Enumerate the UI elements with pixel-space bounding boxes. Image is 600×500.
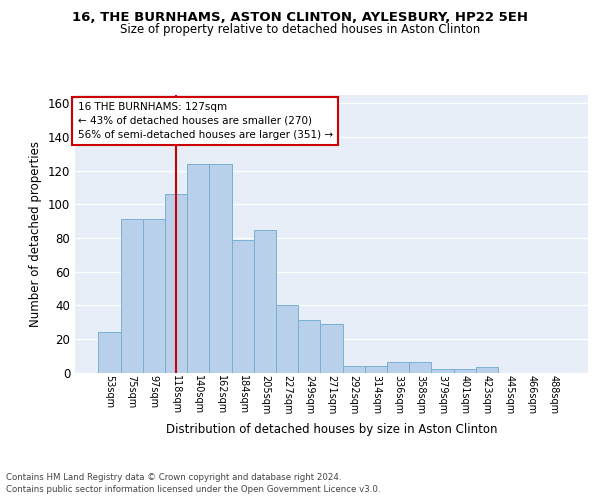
Bar (409, 362, 431, 372)
Text: Size of property relative to detached houses in Aston Clinton: Size of property relative to detached ho… (120, 24, 480, 36)
Bar (209, 164, 232, 372)
Text: 16 THE BURNHAMS: 127sqm
← 43% of detached houses are smaller (270)
56% of semi-d: 16 THE BURNHAMS: 127sqm ← 43% of detache… (77, 102, 332, 140)
Bar (431, 369, 454, 372)
Bar (387, 362, 409, 372)
Text: Contains public sector information licensed under the Open Government Licence v3: Contains public sector information licen… (6, 485, 380, 494)
Bar (343, 366, 365, 372)
Text: Contains HM Land Registry data © Crown copyright and database right 2024.: Contains HM Land Registry data © Crown c… (6, 472, 341, 482)
Y-axis label: Number of detached properties: Number of detached properties (29, 141, 42, 327)
Bar (454, 369, 476, 372)
Bar (165, 194, 187, 372)
Bar (254, 230, 276, 372)
Bar (365, 366, 387, 372)
X-axis label: Distribution of detached houses by size in Aston Clinton: Distribution of detached houses by size … (166, 423, 497, 436)
Text: 16, THE BURNHAMS, ASTON CLINTON, AYLESBURY, HP22 5EH: 16, THE BURNHAMS, ASTON CLINTON, AYLESBU… (72, 11, 528, 24)
Bar (143, 220, 165, 372)
Bar (298, 320, 320, 372)
Bar (98, 332, 121, 372)
Bar (276, 305, 298, 372)
Bar (476, 368, 498, 372)
Bar (232, 240, 254, 372)
Bar (121, 220, 143, 372)
Bar (187, 164, 209, 372)
Bar (320, 324, 343, 372)
